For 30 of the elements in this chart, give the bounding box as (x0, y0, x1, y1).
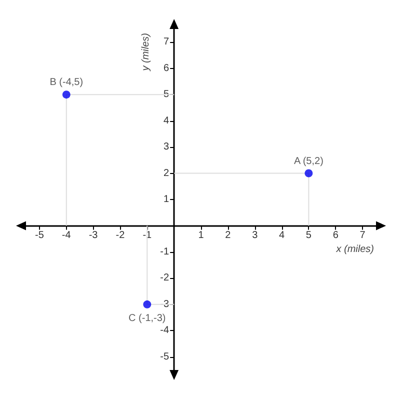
point (143, 300, 152, 308)
x-tick-label: 4 (278, 230, 285, 242)
y-tick-label: -1 (160, 246, 170, 258)
x-tick-label: 6 (332, 230, 339, 242)
annotation: A (5,2) (294, 156, 324, 167)
x-tick-label: 7 (360, 230, 366, 242)
y-tick-label: -2 (160, 272, 170, 284)
y-tick-label: 1 (164, 194, 170, 205)
x-tick-label: -4 (62, 230, 72, 242)
y-tick-label: 6 (164, 62, 170, 74)
point (304, 169, 313, 178)
y-tick-label: 7 (164, 36, 170, 48)
x-axis-title: x (miles) (335, 244, 374, 256)
y-tick-label: 5 (164, 89, 170, 100)
y-tick-label: -5 (160, 351, 170, 362)
point (62, 90, 70, 99)
x-tick-label: -5 (35, 230, 44, 242)
y-tick-label: 2 (164, 168, 170, 179)
x-tick-label: 3 (252, 230, 258, 242)
y-tick-label: 4 (164, 115, 170, 126)
y-axis-title: y (miles) (140, 33, 152, 72)
y-tick-label: -4 (160, 325, 170, 336)
y-tick-label: 3 (164, 142, 170, 153)
x-tick-label: 5 (306, 230, 312, 242)
x-tick-label: 2 (225, 230, 232, 242)
x-tick-label: -2 (116, 230, 126, 242)
annotation: B (-4,5) (50, 77, 84, 88)
annotation: C (-1,-3) (128, 312, 166, 324)
x-tick-label: 1 (198, 230, 204, 242)
x-tick-label: -3 (88, 230, 98, 242)
